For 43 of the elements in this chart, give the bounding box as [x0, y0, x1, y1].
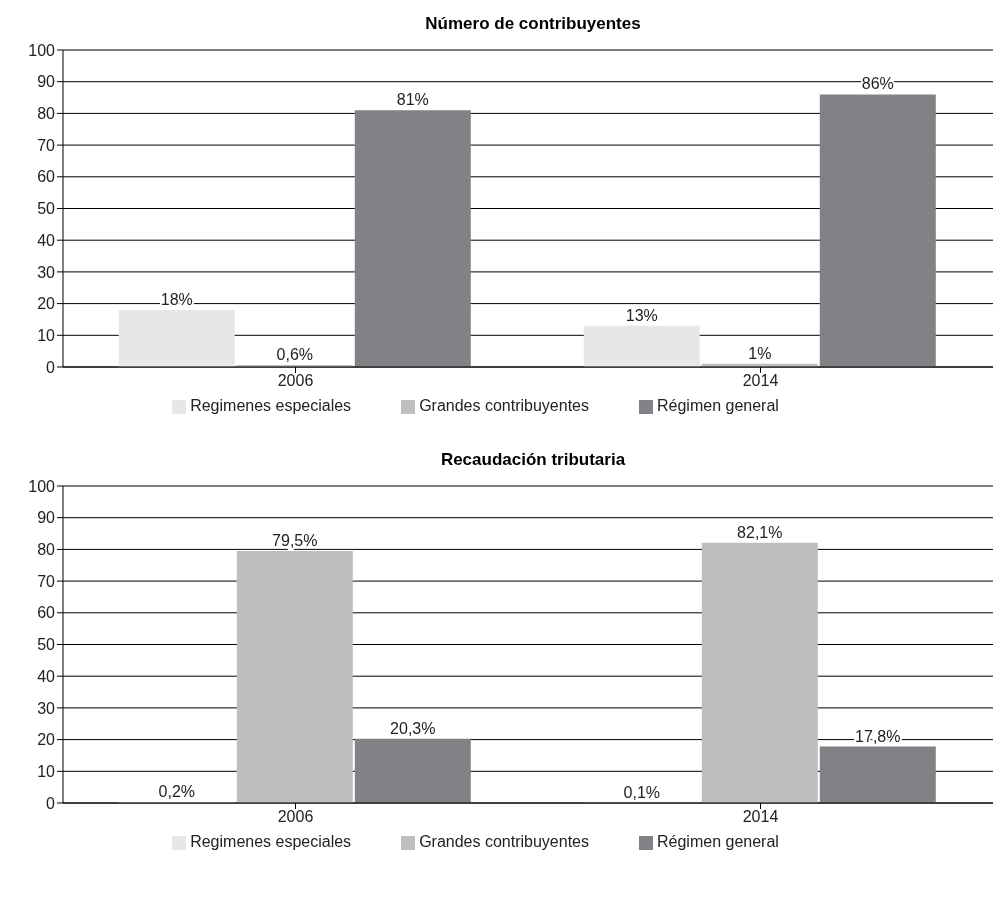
y-tick-label: 20 [37, 731, 56, 749]
legend-label: Régimen general [657, 397, 779, 414]
y-tick-label: 0 [46, 794, 56, 812]
y-tick-label: 40 [37, 231, 56, 249]
y-tick-label: 80 [37, 105, 56, 123]
y-tick-label: 70 [37, 572, 56, 590]
legend-label: Regimenes especiales [190, 397, 352, 414]
y-tick-label: 60 [37, 604, 56, 622]
x-tick-label: 2006 [277, 372, 314, 390]
y-tick-label: 90 [37, 73, 56, 91]
data-label: 20,3% [390, 719, 436, 737]
data-label: 0,1% [623, 783, 661, 801]
y-tick-label: 90 [37, 509, 56, 527]
chart-title: Número de contribuyentes [424, 14, 642, 34]
chart-title: Recaudación tributaria [439, 450, 627, 470]
data-label: 13% [625, 306, 658, 324]
data-label: 79,5% [272, 531, 318, 549]
x-tick-label: 2014 [742, 372, 779, 390]
y-tick-label: 30 [37, 263, 56, 281]
y-tick-label: 0 [46, 358, 56, 376]
y-tick-label: 100 [28, 41, 56, 59]
x-tick-label: 2006 [277, 808, 314, 826]
y-tick-label: 20 [37, 295, 56, 313]
y-tick-label: 10 [37, 326, 56, 344]
data-label: 81% [396, 91, 429, 109]
y-tick-label: 100 [28, 477, 56, 495]
legend-label: Grandes contribuyentes [419, 397, 589, 414]
y-tick-label: 30 [37, 699, 56, 717]
y-tick-label: 10 [37, 762, 56, 780]
data-label: 0,6% [276, 346, 314, 364]
data-label: 1% [748, 344, 772, 362]
y-tick-label: 80 [37, 541, 56, 559]
y-tick-label: 60 [37, 168, 56, 186]
legend-label: Régimen general [657, 833, 779, 850]
y-tick-label: 70 [37, 136, 56, 154]
data-label: 0,2% [158, 783, 196, 801]
legend-label: Grandes contribuyentes [419, 833, 589, 850]
y-tick-label: 50 [37, 636, 56, 654]
y-tick-label: 40 [37, 667, 56, 685]
y-tick-label: 50 [37, 200, 56, 218]
legend-label: Regimenes especiales [190, 833, 352, 850]
x-tick-label: 2014 [742, 808, 779, 826]
data-label: 82,1% [737, 523, 783, 541]
